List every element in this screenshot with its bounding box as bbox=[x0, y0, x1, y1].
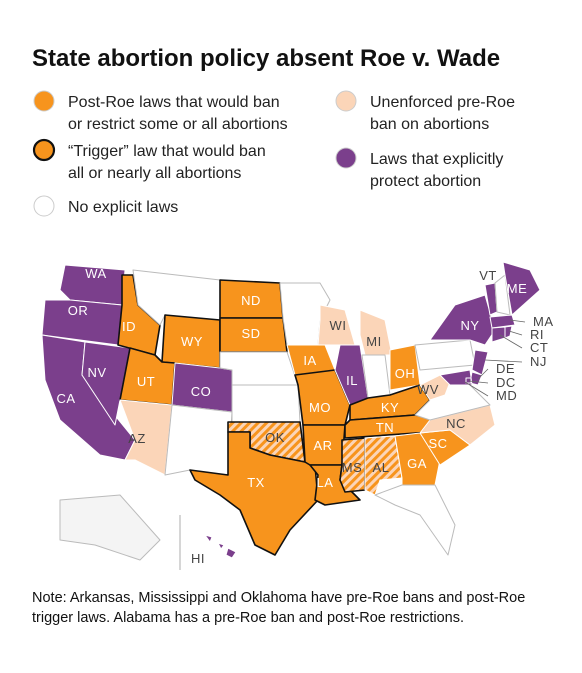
state-label: OK bbox=[265, 430, 285, 445]
state-label: CA bbox=[56, 391, 75, 406]
state-label: ND bbox=[241, 293, 261, 308]
legend-swatch bbox=[335, 147, 357, 169]
legend-label: Post-Roe laws that would ban bbox=[68, 94, 280, 111]
state-label: NJ bbox=[530, 354, 547, 369]
leader-line bbox=[484, 359, 523, 363]
state bbox=[317, 304, 356, 346]
states bbox=[41, 261, 541, 561]
state-label: ME bbox=[507, 281, 528, 296]
state-label: MO bbox=[309, 400, 331, 415]
legend-swatch bbox=[33, 195, 55, 217]
state-label: WI bbox=[330, 318, 347, 333]
legend-label: or restrict some or all abortions bbox=[68, 116, 288, 133]
leader-line bbox=[509, 319, 526, 323]
state-label: OR bbox=[68, 303, 89, 318]
state-label: MS bbox=[342, 460, 363, 475]
state-label: NC bbox=[446, 416, 466, 431]
state-label: HI bbox=[191, 551, 205, 566]
state-label: DE bbox=[496, 361, 515, 376]
state bbox=[502, 261, 541, 316]
state bbox=[219, 351, 299, 386]
state-label: CT bbox=[530, 340, 548, 355]
state bbox=[439, 369, 473, 386]
state-label: NV bbox=[87, 365, 106, 380]
state-label: SD bbox=[241, 326, 260, 341]
leader-line bbox=[464, 381, 489, 397]
state bbox=[231, 384, 301, 423]
state bbox=[465, 377, 472, 384]
state-label: IL bbox=[346, 373, 358, 388]
map-figure: State abortion policy absent Roe v. Wade… bbox=[32, 45, 553, 570]
state-label: ID bbox=[122, 319, 136, 334]
legend-label: protect abortion bbox=[370, 173, 481, 190]
state-label: CO bbox=[191, 384, 212, 399]
state-label: GA bbox=[407, 456, 427, 471]
state-label: AL bbox=[373, 460, 390, 475]
state bbox=[374, 484, 456, 556]
legend-label: No explicit laws bbox=[68, 199, 178, 216]
legend: Post-Roe laws that would ban or restrict … bbox=[32, 90, 515, 217]
state-label: MD bbox=[496, 388, 517, 403]
state-label: WY bbox=[181, 334, 203, 349]
leader-line bbox=[477, 368, 489, 380]
legend-label: Unenforced pre-Roe bbox=[370, 94, 515, 111]
legend-swatch bbox=[32, 138, 56, 162]
legend-swatch bbox=[335, 90, 357, 112]
legend-label: Laws that explicitly bbox=[370, 151, 503, 168]
state-label: TX bbox=[247, 475, 265, 490]
state-label: AR bbox=[313, 438, 332, 453]
state bbox=[419, 374, 451, 401]
state-label: WA bbox=[85, 266, 106, 281]
state-label: RI bbox=[530, 327, 544, 342]
state bbox=[489, 314, 516, 329]
state bbox=[414, 339, 476, 371]
leader-line bbox=[468, 380, 489, 384]
state-label: UT bbox=[137, 374, 155, 389]
state-label: LA bbox=[317, 475, 334, 490]
state-labels: WA OR CA NV ID WY UT AZ CO ND SD OK TX IA MO AR LA WI IL MI… bbox=[56, 266, 553, 570]
legend-label: “Trigger” law that would ban bbox=[68, 143, 266, 160]
state-label: TN bbox=[376, 420, 394, 435]
state bbox=[225, 547, 237, 559]
state bbox=[59, 494, 161, 561]
state bbox=[117, 274, 161, 356]
state-label: KY bbox=[381, 400, 399, 415]
state-label: VT bbox=[479, 268, 497, 283]
state-label: SC bbox=[428, 436, 447, 451]
state-label: WV bbox=[417, 382, 439, 397]
state-label: AZ bbox=[128, 431, 146, 446]
state-label: MI bbox=[366, 334, 381, 349]
legend-label: ban on abortions bbox=[370, 116, 489, 133]
state-label: OH bbox=[395, 366, 416, 381]
state bbox=[164, 404, 233, 476]
state bbox=[217, 542, 225, 550]
state-label: MA bbox=[533, 314, 554, 329]
leader-line bbox=[508, 330, 523, 336]
state bbox=[504, 325, 513, 339]
note: Note: Arkansas, Mississippi and Oklahoma… bbox=[32, 590, 526, 626]
state-label: IA bbox=[303, 353, 316, 368]
title: State abortion policy absent Roe v. Wade bbox=[32, 45, 500, 72]
state-label: NY bbox=[460, 318, 479, 333]
legend-label: all or nearly all abortions bbox=[68, 165, 241, 182]
state bbox=[204, 534, 213, 543]
state bbox=[189, 431, 319, 556]
legend-swatch bbox=[33, 90, 55, 112]
leader-line bbox=[499, 334, 523, 349]
state bbox=[491, 326, 506, 343]
state-label: DC bbox=[496, 375, 516, 390]
